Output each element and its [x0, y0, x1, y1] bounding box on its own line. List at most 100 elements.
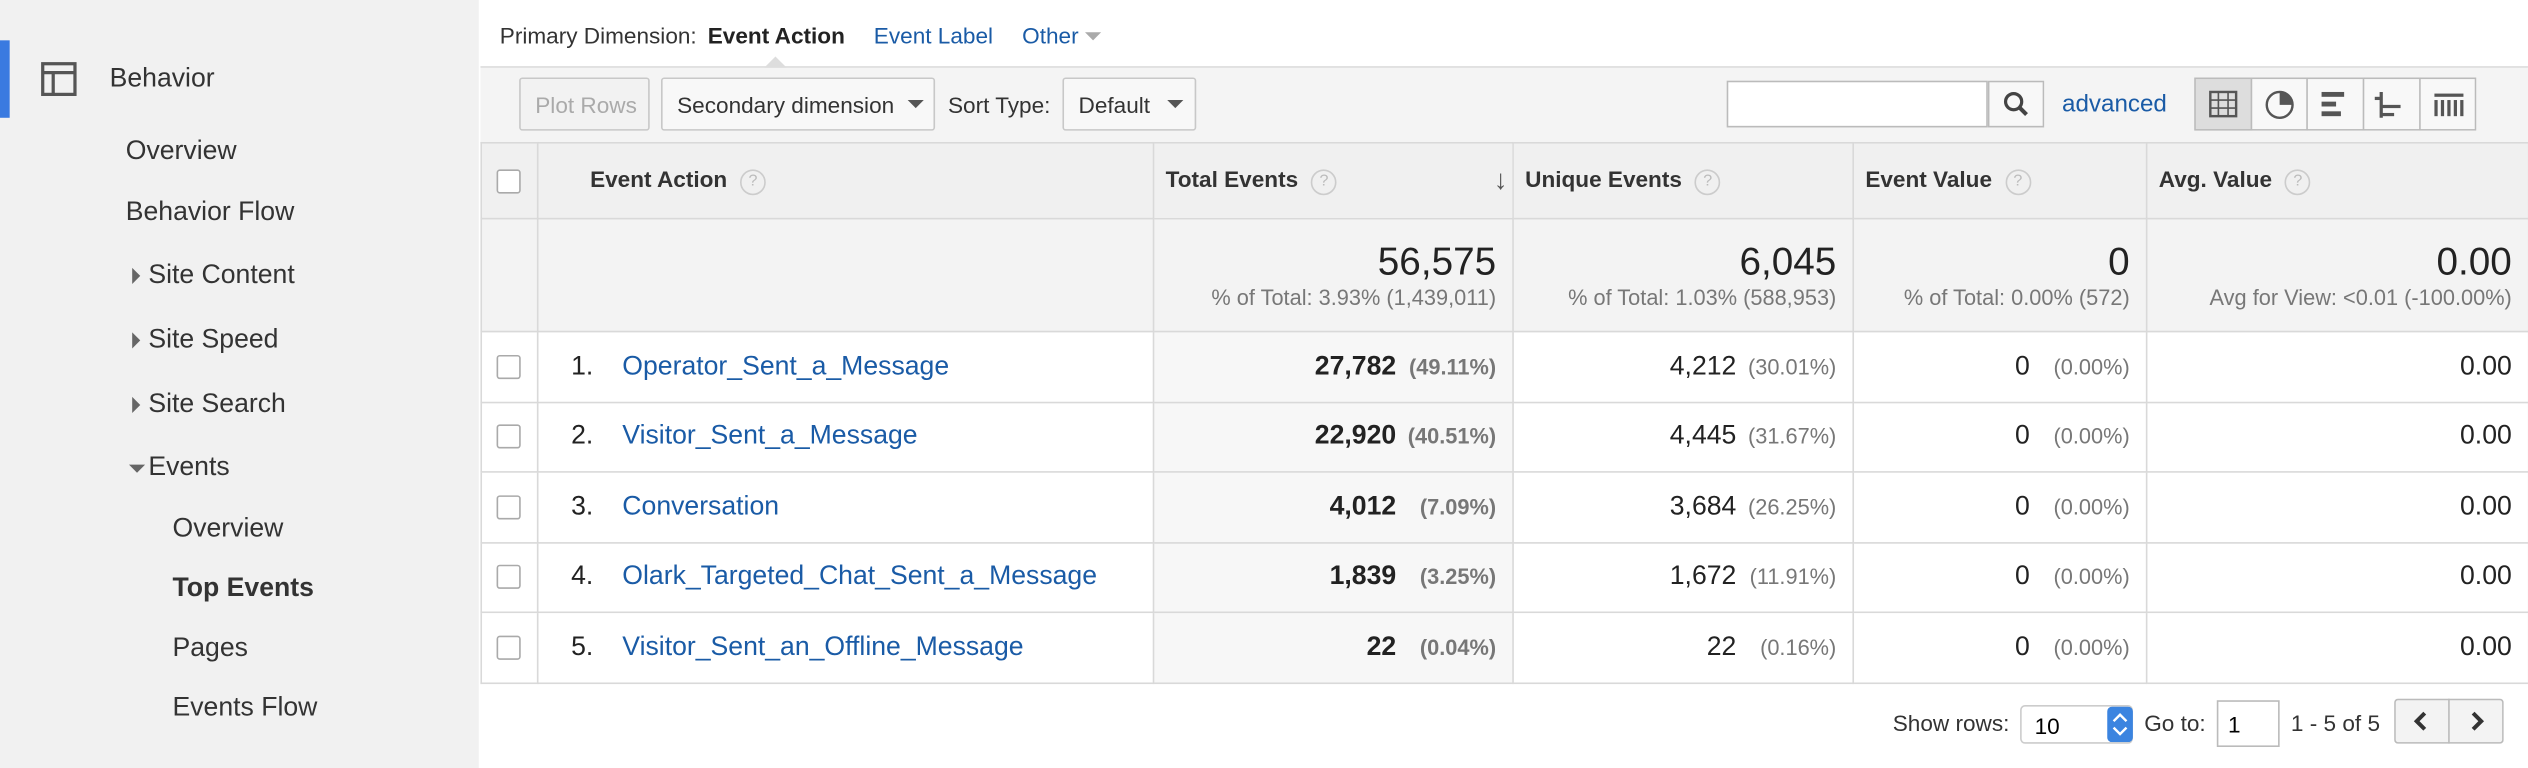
primary-dimension-option[interactable]: Other	[1022, 22, 1079, 49]
sidebar-item[interactable]: Site Search	[148, 389, 286, 419]
total-note: % of Total: 0.00% (572)	[1903, 285, 2130, 310]
select-all-checkbox[interactable]	[496, 170, 521, 195]
totals-cell: 6,045% of Total: 1.03% (588,953)	[1512, 217, 1855, 333]
column-header[interactable]: Unique Events	[1525, 166, 1682, 193]
row-checkbox[interactable]	[496, 495, 521, 520]
column-header[interactable]: Avg. Value	[2158, 166, 2273, 193]
sidebar-item[interactable]: Site Speed	[148, 325, 279, 355]
sidebar-item-active[interactable]: Top Events	[172, 573, 314, 603]
row-cell: 0 (0.00%)	[1852, 400, 2148, 473]
event-action-link[interactable]: Olark_Targeted_Chat_Sent_a_Message	[622, 561, 1098, 591]
cell-percent: (0.00%)	[2053, 354, 2130, 379]
totals-cell	[480, 217, 539, 333]
sidebar-item[interactable]: Behavior Flow	[125, 197, 295, 227]
cell-percent: (0.00%)	[2053, 565, 2130, 590]
row-checkbox[interactable]	[496, 635, 521, 660]
row-cell: 0 (0.00%)	[1852, 611, 2148, 684]
row-checkbox[interactable]	[496, 354, 521, 379]
column-header[interactable]: Total Events	[1165, 166, 1299, 193]
row-cell: 0.00	[2145, 330, 2528, 403]
header-cell: Total Events? ↓	[1152, 141, 1514, 220]
event-action-link[interactable]: Operator_Sent_a_Message	[622, 351, 950, 381]
cell-value: 22	[1366, 632, 1397, 662]
secondary-dimension-dropdown[interactable]: Secondary dimension	[661, 77, 936, 131]
show-rows-label: Show rows:	[1892, 709, 2010, 736]
cell-percent: (3.25%)	[1419, 565, 1497, 590]
total-value: 56,575	[1377, 240, 1497, 284]
data-row: 5. Visitor_Sent_an_Offline_Message 22 (0.04…	[480, 611, 2528, 684]
pager-buttons[interactable]	[2394, 698, 2504, 744]
cell-percent: (11.91%)	[1749, 565, 1837, 590]
column-header[interactable]: Event Action	[590, 166, 728, 193]
event-action-link[interactable]: Visitor_Sent_an_Offline_Message	[622, 632, 1024, 662]
header-cell	[480, 141, 539, 220]
collapse-arrow	[128, 464, 146, 473]
advanced-link[interactable]: advanced	[2062, 90, 2167, 118]
help-icon[interactable]: ?	[1311, 168, 1337, 195]
page-range: 1 - 5 of 5	[2290, 709, 2381, 736]
cell-value: 4,212	[1669, 351, 1737, 381]
view-switcher[interactable]	[2194, 77, 2477, 131]
cell-percent: (26.25%)	[1747, 494, 1837, 520]
row-cell: 4. Olark_Targeted_Chat_Sent_a_Message	[536, 541, 1155, 614]
total-value: 6,045	[1739, 240, 1837, 284]
sidebar-item[interactable]: Events	[148, 452, 230, 482]
cell-value: 0	[2014, 632, 2030, 662]
row-cell: 27,782 (49.11%)	[1152, 330, 1514, 403]
cell-value: 1,672	[1669, 561, 1737, 591]
row-index: 2.	[571, 421, 594, 451]
row-cell: 0.00	[2145, 471, 2528, 543]
totals-cell: 0% of Total: 0.00% (572)	[1852, 217, 2148, 333]
row-cell: 0 (0.00%)	[1852, 471, 2148, 543]
sidebar-item[interactable]: Events Flow	[172, 692, 318, 722]
plot-rows-button[interactable]: Plot Rows	[519, 77, 650, 131]
behavior-icon	[41, 62, 77, 96]
cell-percent: (40.51%)	[1407, 424, 1497, 449]
total-value: 0.00	[2436, 240, 2512, 284]
event-action-link[interactable]: Visitor_Sent_a_Message	[622, 421, 918, 451]
help-icon[interactable]: ?	[2284, 168, 2311, 195]
primary-dimension-label: Primary Dimension:	[499, 22, 697, 49]
cell-percent: (30.01%)	[1747, 354, 1837, 379]
tab-notch	[764, 56, 787, 68]
help-icon[interactable]: ?	[1694, 168, 1721, 195]
row-cell	[480, 330, 539, 403]
row-checkbox[interactable]	[496, 424, 521, 450]
row-cell	[480, 611, 539, 684]
expand-arrow	[132, 267, 141, 284]
row-cell: 22 (0.16%)	[1512, 611, 1855, 684]
cell-percent: (49.11%)	[1408, 354, 1497, 379]
help-icon[interactable]: ?	[740, 168, 766, 195]
active-marker	[0, 40, 10, 118]
row-cell	[480, 400, 539, 473]
search-button[interactable]	[1987, 80, 2045, 128]
primary-dimension-option[interactable]: Event Label	[873, 22, 994, 49]
row-checkbox[interactable]	[496, 565, 521, 590]
row-cell: 4,445 (31.67%)	[1512, 400, 1855, 473]
row-cell: 1,672 (11.91%)	[1512, 541, 1855, 614]
goto-input[interactable]: 1	[2216, 700, 2280, 748]
cell-percent: (0.00%)	[2053, 494, 2130, 520]
total-value: 0	[2108, 240, 2130, 284]
sidebar-item[interactable]: Overview	[172, 513, 284, 543]
row-cell: 0.00	[2145, 611, 2528, 684]
sidebar-item[interactable]: Overview	[125, 136, 237, 166]
event-action-link[interactable]: Conversation	[622, 491, 780, 521]
sidebar-item[interactable]: Pages	[172, 633, 248, 663]
cell-percent: (7.09%)	[1419, 494, 1497, 520]
row-cell: 22,920 (40.51%)	[1152, 400, 1514, 473]
sidebar-item[interactable]: Site Content	[148, 260, 295, 290]
row-cell: 4,212 (30.01%)	[1512, 330, 1855, 403]
primary-dimension-active[interactable]: Event Action	[707, 22, 845, 49]
header-row: Event Action? Total Events? ↓ Unique Even…	[480, 141, 2528, 220]
column-header[interactable]: Event Value	[1865, 166, 1993, 193]
total-note: % of Total: 1.03% (588,953)	[1568, 285, 1837, 310]
sidebar-section[interactable]: Behavior	[109, 63, 215, 93]
cell-value: 4,012	[1329, 491, 1397, 521]
help-icon[interactable]: ?	[2004, 168, 2031, 195]
cell-value: 0	[2014, 491, 2030, 521]
dropdown-caret	[907, 100, 924, 109]
totals-cell: 56,575% of Total: 3.93% (1,439,011)	[1152, 217, 1514, 333]
search-input[interactable]	[1726, 80, 1988, 128]
cell-value: 3,684	[1669, 491, 1737, 521]
